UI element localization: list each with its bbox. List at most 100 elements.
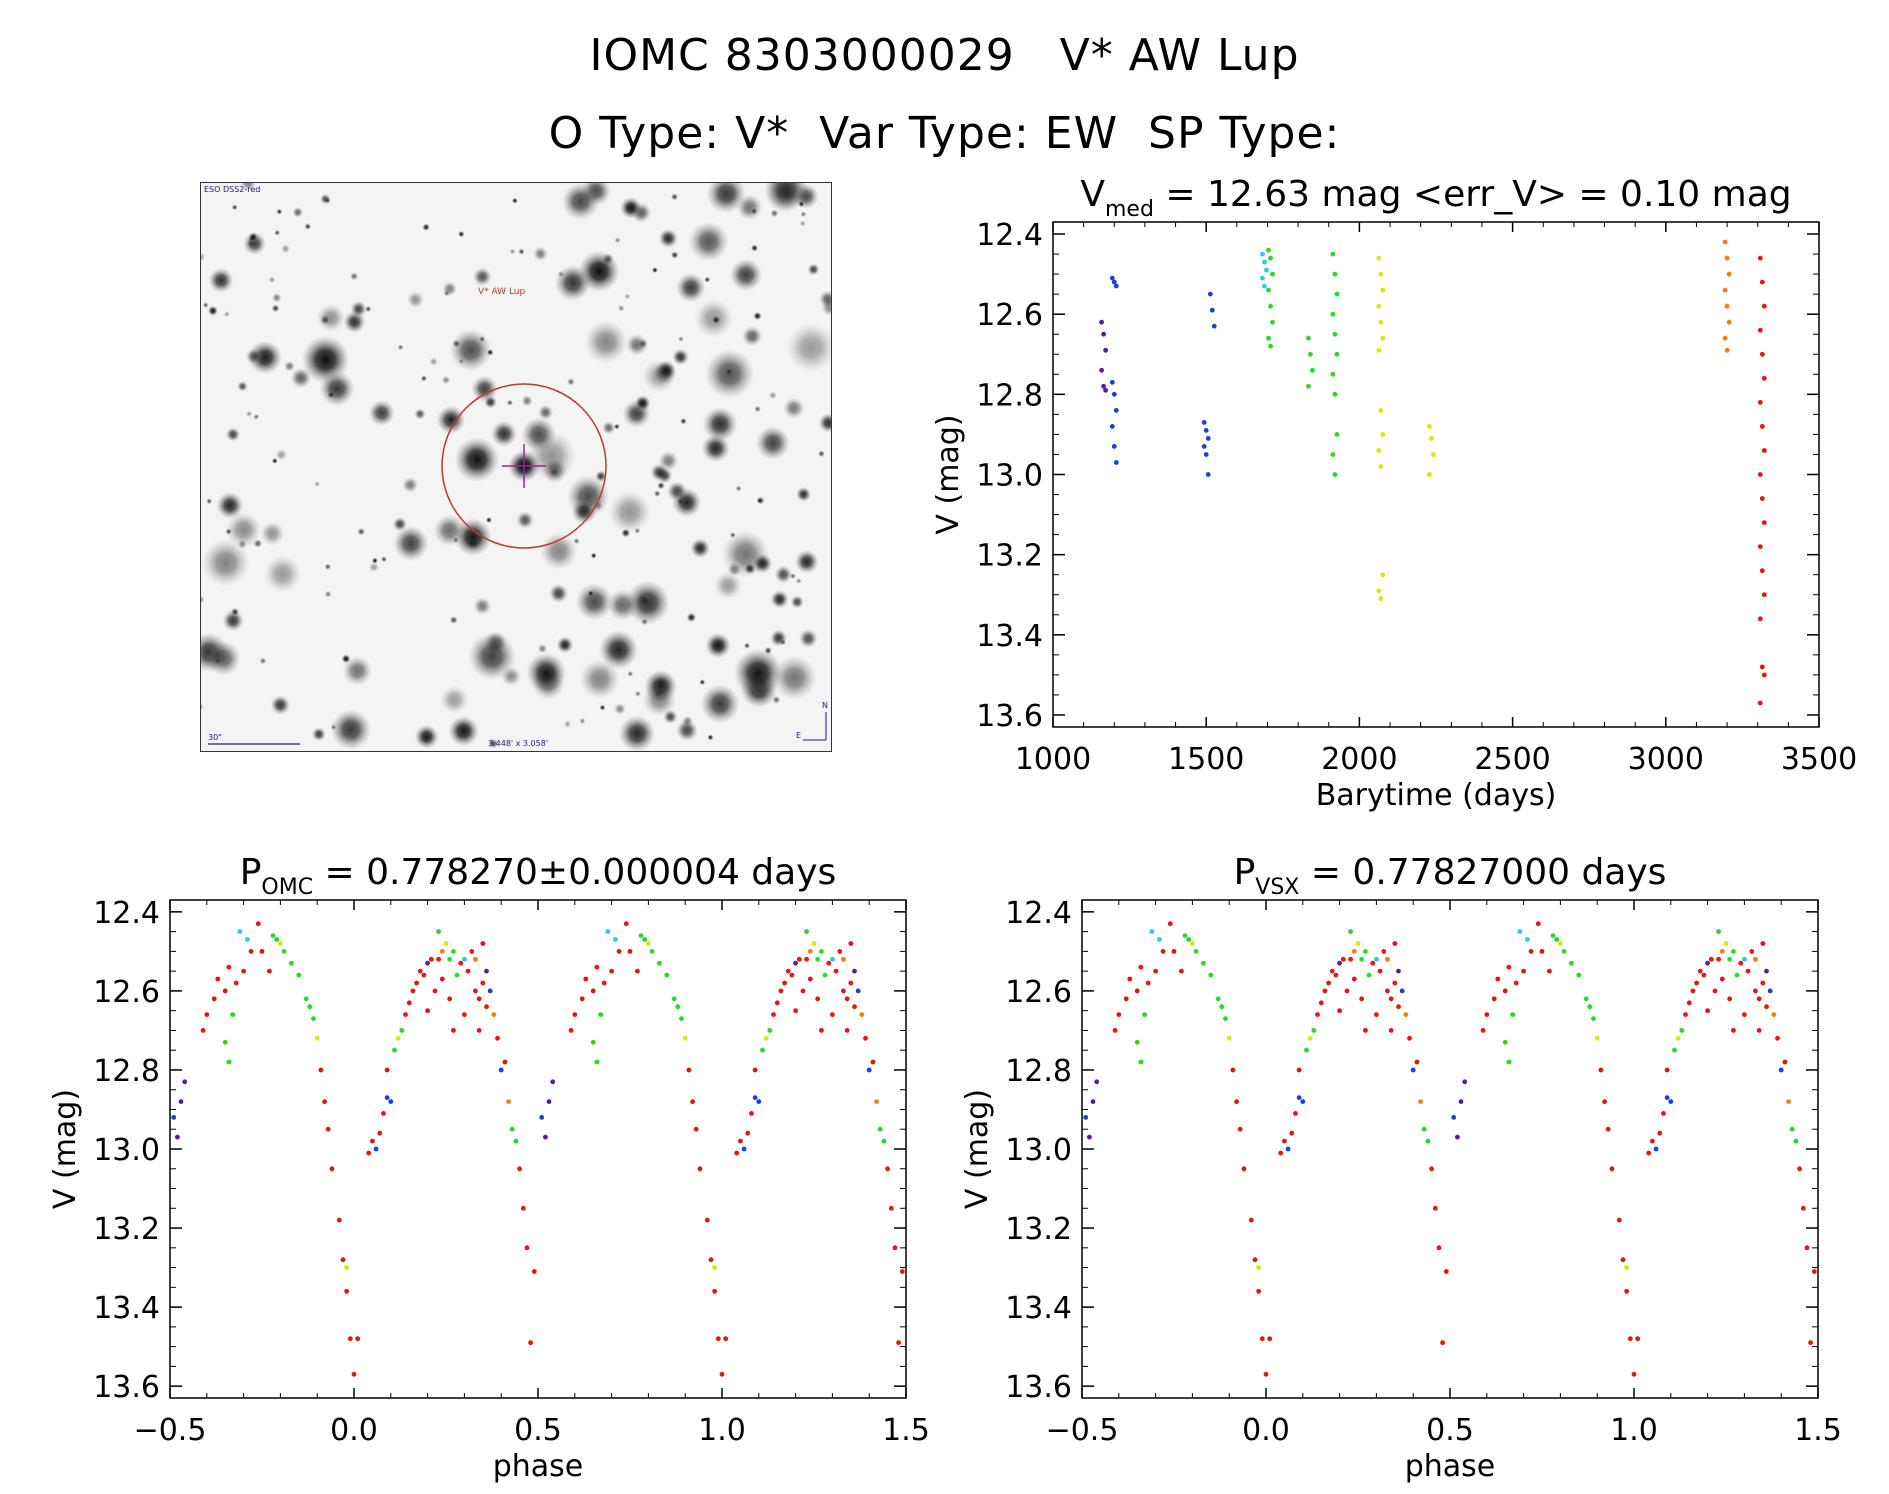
- data-point: [1267, 1336, 1273, 1342]
- data-point: [1332, 331, 1338, 337]
- x-tick-label: 1.0: [1610, 1413, 1658, 1448]
- data-point: [395, 1035, 401, 1041]
- data-point: [1558, 941, 1563, 946]
- y-tick-label: 12.6: [1005, 975, 1072, 1010]
- data-point: [686, 1067, 692, 1073]
- data-point: [351, 1371, 357, 1377]
- data-point: [1683, 1012, 1688, 1017]
- data-point: [432, 988, 438, 994]
- data-point: [267, 968, 272, 974]
- y-tick-label: 12.6: [93, 975, 160, 1010]
- data-point: [1374, 1012, 1379, 1017]
- data-point: [1201, 420, 1207, 425]
- data-point: [473, 956, 478, 962]
- data-point: [303, 996, 309, 1002]
- data-point: [712, 1265, 717, 1270]
- data-point: [771, 1012, 776, 1017]
- data-point: [248, 949, 254, 954]
- data-point: [830, 1012, 835, 1017]
- data-point: [800, 988, 806, 994]
- data-point: [1686, 1000, 1692, 1006]
- data-point: [888, 1205, 894, 1211]
- data-point: [1134, 1039, 1140, 1045]
- data-point: [1278, 1150, 1284, 1156]
- sky-corner-label: ESO DSS2-red: [204, 185, 260, 194]
- x-axis-label: phase: [493, 1449, 584, 1484]
- data-point: [1237, 1126, 1243, 1132]
- data-point: [1759, 279, 1765, 285]
- data-point: [1264, 267, 1269, 273]
- data-point: [1602, 1099, 1607, 1104]
- data-point: [1326, 980, 1331, 986]
- data-point: [590, 1039, 596, 1045]
- data-point: [1620, 1257, 1626, 1263]
- data-point: [1727, 956, 1733, 962]
- data-point: [1724, 347, 1730, 353]
- data-point: [1101, 383, 1106, 389]
- data-point: [520, 1205, 526, 1211]
- data-point: [1392, 941, 1398, 946]
- data-point: [819, 1028, 824, 1033]
- y-tick-label: 12.6: [976, 298, 1043, 333]
- data-point: [421, 972, 427, 978]
- data-point: [215, 976, 221, 982]
- data-point: [1767, 988, 1773, 994]
- data-point: [1440, 1340, 1445, 1346]
- data-point: [1226, 1035, 1232, 1041]
- data-point: [1307, 1035, 1313, 1041]
- data-point: [1392, 980, 1398, 986]
- data-point: [811, 941, 817, 946]
- data-point: [1311, 1028, 1317, 1033]
- data-point: [863, 1035, 868, 1041]
- data-point: [848, 980, 854, 986]
- y-tick-label: 13.4: [1005, 1291, 1072, 1326]
- data-point: [366, 1150, 372, 1156]
- data-point: [1145, 980, 1151, 986]
- data-point: [329, 1166, 335, 1172]
- data-points: [1083, 921, 1817, 1377]
- data-point: [623, 921, 629, 927]
- data-point: [1344, 988, 1350, 994]
- data-point: [1756, 1028, 1762, 1033]
- data-point: [807, 976, 813, 982]
- chart-title-sub: VSX: [1255, 875, 1299, 900]
- data-point: [616, 949, 622, 954]
- data-point: [1742, 1012, 1747, 1017]
- sky-scale-label: 30": [208, 733, 222, 742]
- data-point: [752, 1067, 758, 1073]
- data-point: [1757, 700, 1763, 706]
- data-point: [1186, 937, 1192, 942]
- data-point: [222, 988, 228, 994]
- data-point: [1749, 949, 1755, 954]
- data-point: [844, 1028, 850, 1033]
- data-point: [255, 921, 261, 927]
- data-point: [1330, 311, 1336, 317]
- data-point: [1378, 596, 1384, 602]
- data-point: [1234, 1099, 1239, 1104]
- data-point: [782, 980, 787, 986]
- sky-fov-label: 3.448' x 3.058': [488, 739, 548, 748]
- data-point: [1396, 1004, 1401, 1010]
- data-point: [1138, 964, 1144, 970]
- data-point: [1270, 271, 1275, 277]
- data-point: [1378, 464, 1384, 469]
- data-point: [1300, 1099, 1306, 1104]
- data-point: [1734, 972, 1740, 978]
- data-point: [1315, 1012, 1320, 1017]
- data-point: [1399, 988, 1405, 994]
- data-point: [539, 1115, 545, 1120]
- data-point: [1657, 1130, 1663, 1136]
- data-point: [1385, 988, 1390, 994]
- data-point: [841, 956, 846, 962]
- data-point: [1376, 303, 1382, 309]
- data-point: [675, 1004, 681, 1010]
- data-point: [1414, 1059, 1420, 1065]
- data-point: [892, 1245, 898, 1251]
- data-point: [899, 1269, 905, 1274]
- data-point: [1306, 383, 1311, 389]
- x-tick-label: 1.0: [698, 1413, 746, 1448]
- data-point: [1111, 279, 1117, 285]
- data-point: [1138, 1059, 1144, 1065]
- data-point: [1322, 988, 1328, 994]
